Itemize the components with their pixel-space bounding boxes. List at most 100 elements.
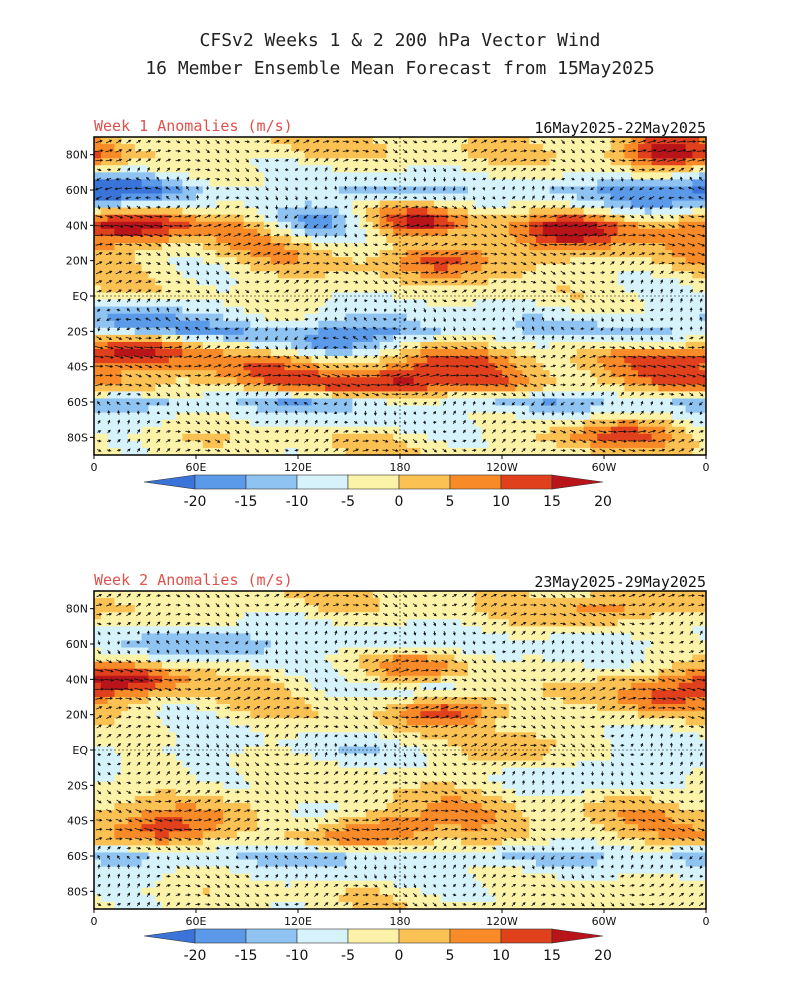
anomaly-cell — [454, 398, 462, 407]
anomaly-cell — [250, 193, 258, 202]
wind-arrow — [600, 205, 605, 209]
anomaly-cell — [542, 341, 551, 350]
anomaly-cell — [481, 313, 489, 322]
anomaly-cell — [672, 221, 680, 230]
anomaly-cell — [325, 207, 333, 216]
anomaly-cell — [447, 207, 455, 216]
wind-arrow — [303, 261, 310, 265]
anomaly-cell — [386, 292, 394, 301]
anomaly-cell — [474, 165, 483, 173]
anomaly-cell — [604, 349, 612, 357]
anomaly-cell — [678, 299, 687, 308]
anomaly-cell — [624, 440, 632, 449]
anomaly-cell — [542, 235, 551, 244]
anomaly-cell — [175, 356, 183, 364]
wind-arrow — [184, 214, 192, 218]
wind-arrow — [620, 205, 624, 210]
anomaly-cell — [536, 391, 544, 400]
anomaly-cell — [216, 200, 224, 209]
anomaly-cell — [406, 313, 415, 322]
anomaly-cell — [468, 391, 476, 400]
anomaly-cell — [678, 356, 687, 364]
anomaly-cell — [264, 228, 272, 237]
anomaly-cell — [651, 292, 659, 301]
anomaly-cell — [434, 440, 442, 449]
wind-arrow — [352, 140, 360, 144]
anomaly-cell — [576, 419, 585, 428]
anomaly-cell — [366, 235, 374, 244]
anomaly-cell — [454, 292, 462, 301]
anomaly-cell — [298, 250, 306, 258]
anomaly-cell — [100, 193, 109, 202]
anomaly-cell — [168, 278, 177, 286]
wind-arrow — [363, 168, 369, 172]
anomaly-cell — [617, 172, 625, 180]
wind-arrow — [461, 242, 468, 246]
wind-arrow — [235, 177, 240, 182]
anomaly-cell — [413, 384, 421, 392]
wind-arrow — [363, 224, 369, 228]
wind-arrow — [678, 186, 684, 190]
anomaly-cell — [338, 412, 347, 421]
anomaly-cell — [155, 257, 163, 265]
wind-arrow — [125, 252, 133, 256]
anomaly-cell — [597, 405, 605, 414]
anomaly-cell — [604, 151, 612, 159]
anomaly-cell — [304, 264, 313, 272]
anomaly-cell — [651, 384, 659, 392]
wind-arrow — [481, 243, 488, 247]
anomaly-cell — [209, 214, 217, 223]
anomaly-cell — [665, 433, 673, 442]
anomaly-cell — [440, 200, 449, 209]
anomaly-cell — [250, 320, 258, 329]
wind-arrow — [452, 186, 456, 192]
anomaly-cell — [468, 278, 476, 286]
anomaly-cell — [243, 271, 251, 279]
anomaly-cell — [386, 398, 394, 407]
wind-arrow — [313, 243, 319, 247]
anomaly-cell — [447, 257, 455, 265]
anomaly-cell — [644, 405, 653, 414]
anomaly-cell — [638, 271, 646, 279]
anomaly-cell — [481, 419, 489, 428]
anomaly-cell — [658, 356, 666, 364]
anomaly-cell — [155, 264, 163, 272]
wind-arrow — [294, 167, 299, 172]
anomaly-cell — [515, 228, 523, 237]
anomaly-cell — [624, 235, 632, 244]
anomaly-cell — [406, 440, 415, 449]
anomaly-cell — [474, 412, 483, 421]
anomaly-cell — [141, 200, 149, 209]
anomaly-cell — [338, 384, 347, 392]
anomaly-cell — [189, 299, 197, 308]
wind-arrow — [648, 224, 656, 228]
anomaly-cell — [454, 334, 462, 343]
anomaly-cell — [332, 320, 340, 329]
wind-arrow — [590, 271, 596, 275]
anomaly-cell — [576, 151, 585, 159]
anomaly-cell — [447, 320, 455, 329]
anomaly-cell — [148, 299, 156, 308]
anomaly-cell — [345, 264, 353, 272]
anomaly-cell — [651, 320, 659, 329]
anomaly-cell — [284, 250, 292, 258]
anomaly-cell — [236, 391, 245, 400]
anomaly-cell — [196, 447, 204, 455]
wind-arrow — [372, 252, 379, 256]
anomaly-cell — [345, 158, 353, 166]
anomaly-cell — [440, 327, 449, 336]
anomaly-cell — [277, 214, 285, 223]
wind-arrow — [156, 252, 161, 256]
anomaly-cell — [134, 271, 143, 279]
anomaly-cell — [576, 433, 585, 442]
anomaly-cell — [542, 250, 551, 258]
anomaly-cell — [332, 299, 340, 308]
wind-arrow — [678, 261, 686, 265]
anomaly-cell — [345, 292, 353, 301]
wind-arrow — [135, 149, 142, 153]
anomaly-cell — [549, 285, 557, 294]
anomaly-cell — [175, 327, 183, 336]
anomaly-cell — [597, 447, 605, 455]
anomaly-cell — [610, 356, 619, 364]
